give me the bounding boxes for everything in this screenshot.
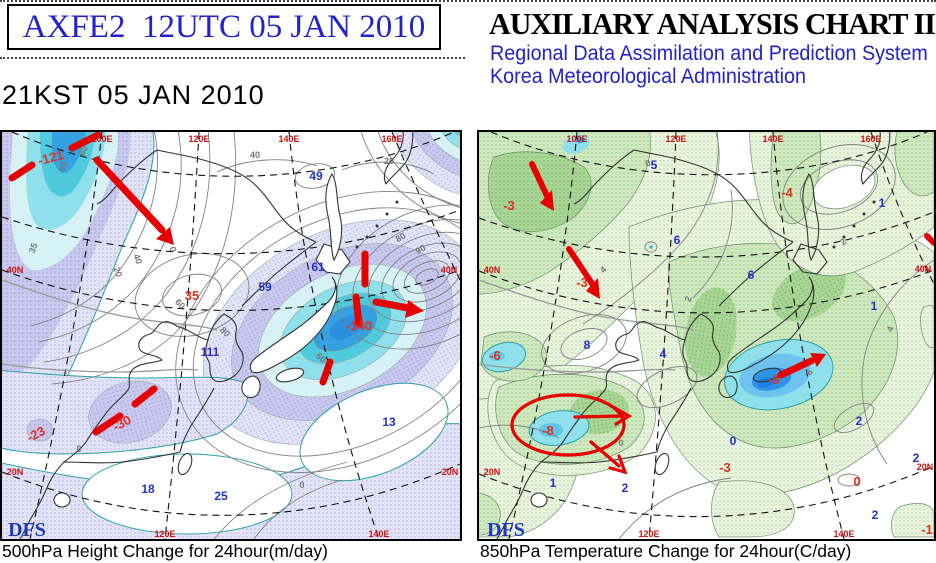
map-label-edge: 20N	[917, 462, 934, 472]
header-dotted-rule	[0, 57, 465, 59]
map-label-blue: 25	[214, 489, 228, 503]
map-label-grey: 40	[131, 253, 144, 266]
map-label-edge: 40N	[441, 265, 458, 275]
map-label-blue: 8	[584, 338, 591, 352]
right-map-caption: 850hPa Temperature Change for 24hour(C/d…	[480, 541, 852, 561]
map-label-grey: 35	[27, 242, 40, 255]
map-label-edge: 140E	[833, 529, 854, 539]
map-label-red: -121	[36, 147, 65, 168]
map-label-grey: 0	[76, 444, 81, 454]
graticule	[479, 132, 934, 539]
map-label-blue: 2	[872, 508, 879, 522]
temperature-contours	[479, 132, 934, 539]
top-dotted-rule	[0, 0, 936, 2]
map-label-red: -1	[921, 522, 933, 537]
map-label-edge: 40N	[915, 264, 932, 274]
subtitle-agency: Korea Meteorological Administration	[490, 65, 807, 88]
map-label-grey: 90	[414, 243, 428, 257]
map-label-edge: 160E	[381, 134, 402, 144]
map-label-grey: 40	[250, 150, 260, 160]
page-title: AUXILIARY ANALYSIS CHART II	[489, 6, 936, 41]
map-label-edge: 140E	[278, 134, 299, 144]
map-label-red: -6	[489, 348, 501, 363]
map-label-blue: 2	[856, 414, 863, 428]
map-label-red: 0	[853, 474, 860, 489]
map-label-blue: 13	[382, 415, 396, 429]
map-label-red: -3	[503, 198, 515, 213]
chart-id-text: AXFE2 12UTC 05 JAN 2010	[22, 8, 426, 45]
map-label-edge: 20N	[7, 467, 24, 477]
map-label-blue: 1	[879, 196, 886, 210]
map-label-edge: 40N	[484, 265, 501, 275]
map-label-grey: 0	[299, 480, 304, 490]
map-label-blue: 18	[141, 482, 155, 496]
left-map-canvas: 100E 120E 140E 160E 40N 20N 40N 20N 120E 140E -121…	[2, 132, 460, 539]
coastlines	[479, 132, 891, 539]
map-label-blue: 49	[309, 169, 323, 183]
map-label-blue: 1	[871, 299, 878, 313]
map-label-grey: 80	[394, 231, 408, 245]
map-label-red: -4	[781, 185, 793, 200]
shaded-regions-height-fall	[2, 132, 460, 539]
map-label-edge: 20N	[442, 467, 459, 477]
map-label-grey: 0	[644, 158, 652, 169]
map-label-grey: 2	[838, 236, 848, 247]
map-label-red: -9	[768, 372, 780, 387]
red-annotations	[8, 132, 424, 436]
right-map-labels: 100E 120E 140E 160E 40N 20N 40N 20N 120E 140E -3 -3…	[484, 134, 934, 539]
map-label-grey: 0	[618, 438, 623, 448]
map-label-grey: 4	[598, 264, 608, 275]
map-label-edge: 120E	[188, 134, 209, 144]
map-label-grey: 4	[885, 325, 896, 333]
map-label-red: -8	[542, 423, 554, 438]
map-label-grey: 2	[683, 295, 694, 303]
map-label-grey: 20	[384, 156, 394, 166]
map-label-edge: 100E	[566, 134, 587, 144]
right-map-watermark: DFS	[487, 519, 525, 539]
map-label-edge: 140E	[762, 134, 783, 144]
map-label-blue: 5	[651, 158, 658, 172]
map-label-edge: 20N	[484, 467, 501, 477]
left-map-500hpa: 100E 120E 140E 160E 40N 20N 40N 20N 120E 140E -121…	[0, 130, 462, 541]
map-label-blue: 61	[311, 260, 325, 274]
map-label-blue: 6	[748, 268, 755, 282]
map-label-blue: 2	[622, 481, 629, 495]
red-annotations	[510, 161, 934, 475]
map-label-edge: 120E	[638, 529, 659, 539]
map-label-grey: 60	[314, 351, 328, 365]
left-map-watermark: DFS	[8, 519, 46, 539]
map-label-grey: 80	[57, 160, 70, 173]
map-label-edge: 160E	[860, 134, 881, 144]
map-label-grey: 0	[167, 246, 178, 253]
map-label-blue: 2	[913, 451, 920, 465]
map-label-edge: 40N	[7, 265, 24, 275]
map-label-blue: 59	[258, 280, 272, 294]
map-label-grey: 6	[804, 368, 815, 377]
map-label-blue: 111	[201, 345, 220, 359]
map-label-red: -3	[576, 275, 588, 290]
small-cyan-spot	[649, 245, 653, 249]
map-label-grey: 20	[111, 266, 124, 279]
map-label-red: 35	[185, 288, 199, 303]
map-label-blue: 1	[550, 476, 557, 490]
map-label-red: -140	[346, 318, 372, 333]
coastlines	[2, 132, 414, 539]
map-label-edge: 140E	[368, 529, 389, 539]
kst-time-text: 21KST 05 JAN 2010	[2, 80, 265, 110]
left-map-caption: 500hPa Height Change for 24hour(m/day)	[2, 541, 328, 561]
map-label-edge: 120E	[154, 529, 175, 539]
map-label-blue: 6	[674, 233, 681, 247]
map-label-edge: 100E	[91, 134, 112, 144]
map-label-edge: 120E	[665, 134, 686, 144]
right-map-850hpa: 100E 120E 140E 160E 40N 20N 40N 20N 120E 140E -3 -3…	[477, 130, 936, 541]
subtitle-system: Regional Data Assimilation and Predictio…	[490, 42, 928, 65]
chart-id-box: AXFE2 12UTC 05 JAN 2010	[7, 4, 441, 50]
map-label-grey: 60	[77, 144, 90, 157]
map-label-red: -3	[719, 460, 731, 475]
map-label-blue: 4	[660, 347, 667, 361]
map-label-blue: 0	[730, 434, 737, 448]
right-map-canvas: 100E 120E 140E 160E 40N 20N 40N 20N 120E 140E -3 -3…	[479, 132, 934, 539]
